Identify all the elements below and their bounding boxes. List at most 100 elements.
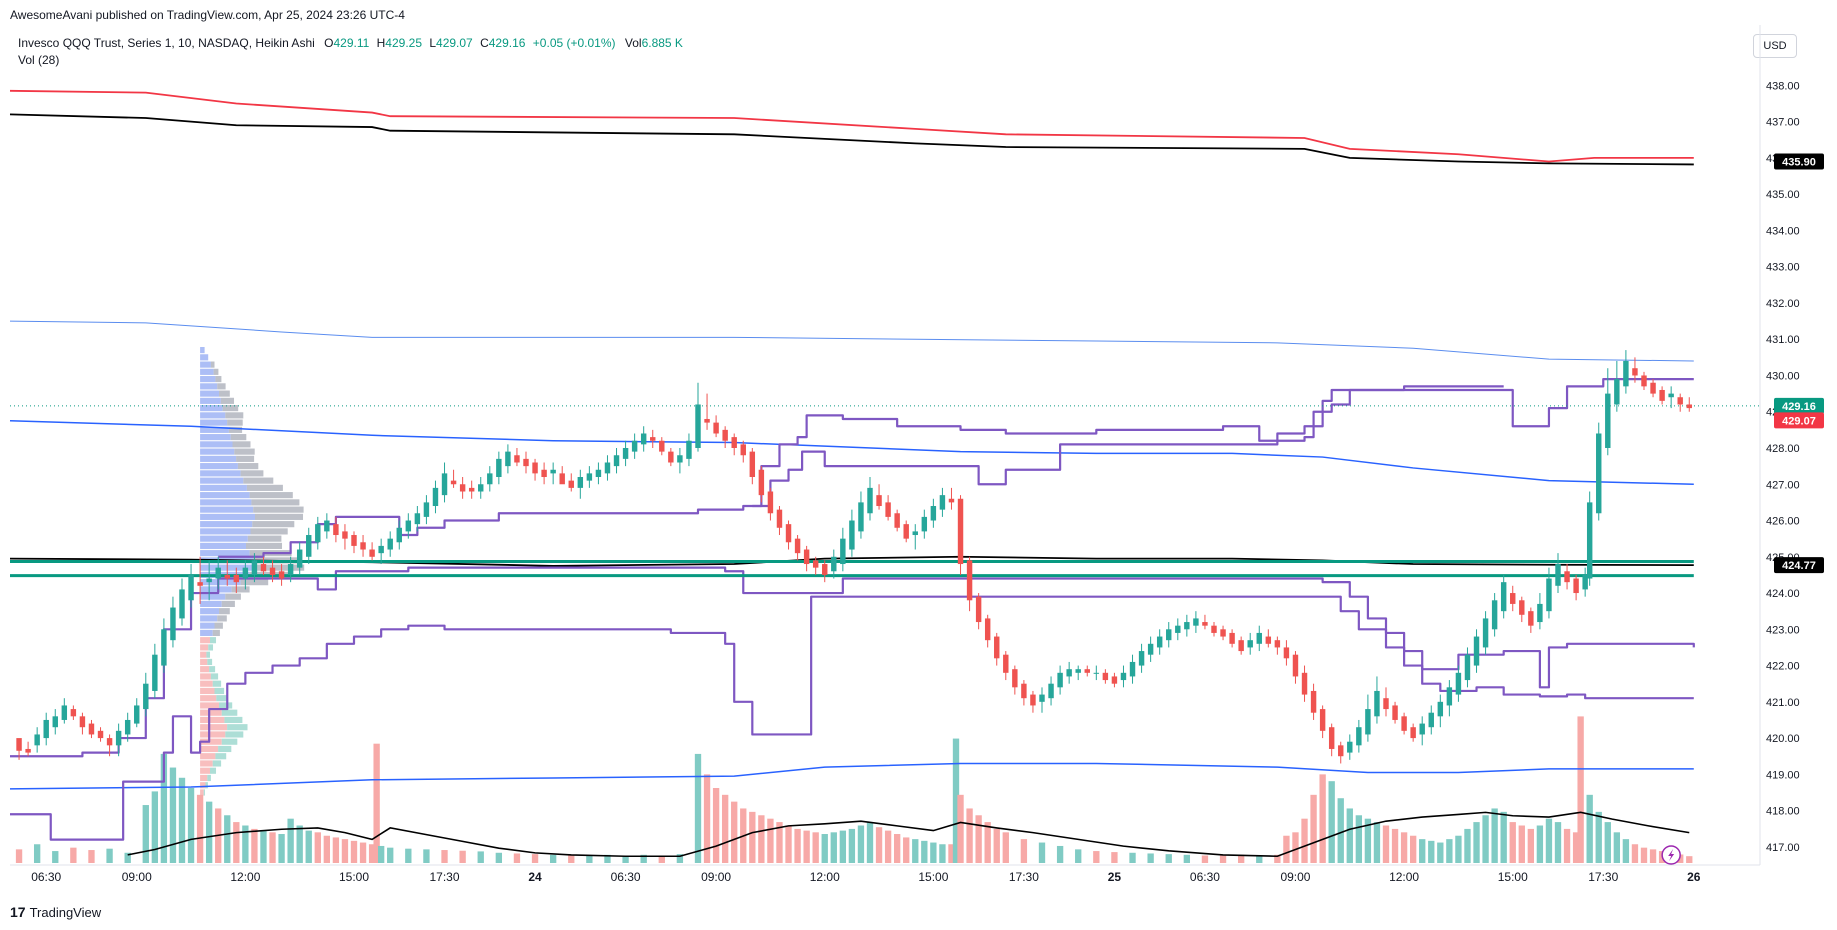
candle-body	[1668, 393, 1674, 398]
candle-body	[713, 422, 719, 434]
volume-bar	[1183, 854, 1191, 863]
volume-bar	[350, 840, 358, 863]
candle-body	[206, 578, 212, 583]
volume-bar	[604, 854, 611, 863]
time-tick-label: 17:30	[1588, 870, 1618, 884]
volume-profile-row-secondary	[222, 405, 239, 412]
ohlc-close-value: 429.16	[488, 36, 526, 50]
indicator-row[interactable]: Vol (28)	[18, 52, 683, 69]
candle-body	[52, 716, 58, 728]
volume-bar	[1409, 835, 1417, 863]
volume-profile-row	[200, 455, 237, 462]
volume-profile-row	[200, 448, 235, 455]
candle-body	[115, 730, 122, 746]
symbol-description[interactable]: Invesco QQQ Trust, Series 1, 10, NASDAQ,…	[18, 36, 315, 50]
candle-body	[134, 705, 140, 724]
volume-bar	[731, 801, 738, 863]
volume-bar	[1595, 811, 1602, 863]
volume-profile-row-secondary	[210, 637, 217, 644]
volume-profile-row	[200, 550, 250, 557]
candle-body	[1012, 669, 1018, 688]
candle-body	[378, 545, 384, 554]
volume-profile-row-secondary	[209, 666, 216, 673]
alert-button[interactable]	[1661, 845, 1681, 865]
volume-bars	[15, 716, 1693, 863]
candle-body	[975, 596, 982, 623]
volume-bar	[1020, 839, 1028, 863]
volume-bar	[1256, 855, 1263, 863]
time-tick-label: 25	[1108, 870, 1122, 884]
volume-profile-row	[200, 680, 213, 687]
candle-body	[912, 531, 918, 536]
candle-body	[894, 513, 900, 528]
volume-bar	[178, 777, 186, 863]
volume-bar	[1649, 849, 1657, 863]
candle-body	[1184, 622, 1190, 630]
volume-profile-row	[200, 542, 247, 549]
volume-profile-row	[200, 535, 248, 542]
candle-body	[523, 458, 529, 467]
candle-body	[695, 404, 701, 448]
volume-profile-row-secondary	[221, 738, 238, 745]
volume-bar	[1509, 822, 1516, 863]
candle-body	[1582, 574, 1588, 590]
price-axis[interactable]: 438.00437.00436.00435.00434.00433.00432.…	[1766, 80, 1800, 853]
volume-bar	[658, 856, 665, 863]
candle-body	[1274, 640, 1281, 648]
volume-bar	[205, 801, 213, 863]
candle-body	[478, 484, 484, 492]
volume-bar	[676, 854, 684, 863]
volume-profile-row-secondary	[230, 434, 247, 441]
volume-indicator-title: Vol (28)	[18, 53, 60, 67]
volume-bar	[1301, 818, 1308, 863]
volume-bar	[377, 845, 385, 863]
candle-body	[1211, 625, 1217, 633]
volume-bar	[857, 825, 865, 863]
ohlc-high: H429.25	[377, 36, 426, 50]
price-label-text: 424.77	[1782, 560, 1816, 572]
tradingview-logo[interactable]: 17 TradingView	[10, 904, 101, 920]
volume-bar	[242, 825, 249, 863]
candle-body	[432, 487, 439, 507]
volume-profile-row-secondary	[221, 600, 235, 608]
volume-bar	[224, 815, 231, 863]
price-tick-label: 430.00	[1766, 370, 1800, 382]
candle-body	[16, 738, 22, 751]
candle-body	[387, 538, 393, 550]
candle-body	[414, 513, 421, 525]
candle-body	[260, 564, 267, 572]
candle-body	[1401, 716, 1407, 731]
volume-bar	[1093, 851, 1100, 863]
time-tick-label: 26	[1687, 870, 1701, 884]
volume-profile-row	[200, 629, 213, 637]
candle-body	[1641, 375, 1647, 387]
price-tick-label: 437.00	[1766, 117, 1800, 129]
volume-profile-row	[200, 586, 232, 593]
volume-profile-row-secondary	[232, 441, 251, 448]
candle-body	[369, 549, 375, 557]
candle-body	[1175, 625, 1181, 633]
candle-body	[514, 455, 520, 463]
candle-body	[722, 429, 728, 441]
candle-body	[650, 437, 656, 441]
time-axis[interactable]: 06:30 09:00 12:00 15:00 17:30 24 06:30 09:00 12:…	[31, 870, 1701, 884]
candle-body	[224, 574, 230, 579]
volume-moving-average	[127, 811, 1690, 858]
volume-bar	[1038, 842, 1046, 863]
candle-body	[423, 502, 430, 517]
chart-legend: Invesco QQQ Trust, Series 1, 10, NASDAQ,…	[18, 35, 683, 69]
price-label-bg	[1774, 557, 1824, 574]
volume-bar	[1364, 818, 1372, 863]
candle-body	[496, 458, 502, 478]
volume-profile-row	[200, 477, 244, 484]
volume-bar	[794, 828, 801, 863]
volume-profile-row-secondary	[247, 535, 282, 542]
candle-body	[1111, 676, 1118, 684]
volume-bar	[459, 850, 466, 863]
volume-bar	[251, 828, 258, 863]
candle-body	[677, 455, 683, 463]
candle-body	[306, 535, 312, 557]
volume-profile-row	[200, 738, 222, 745]
volume-profile-row	[200, 506, 254, 513]
